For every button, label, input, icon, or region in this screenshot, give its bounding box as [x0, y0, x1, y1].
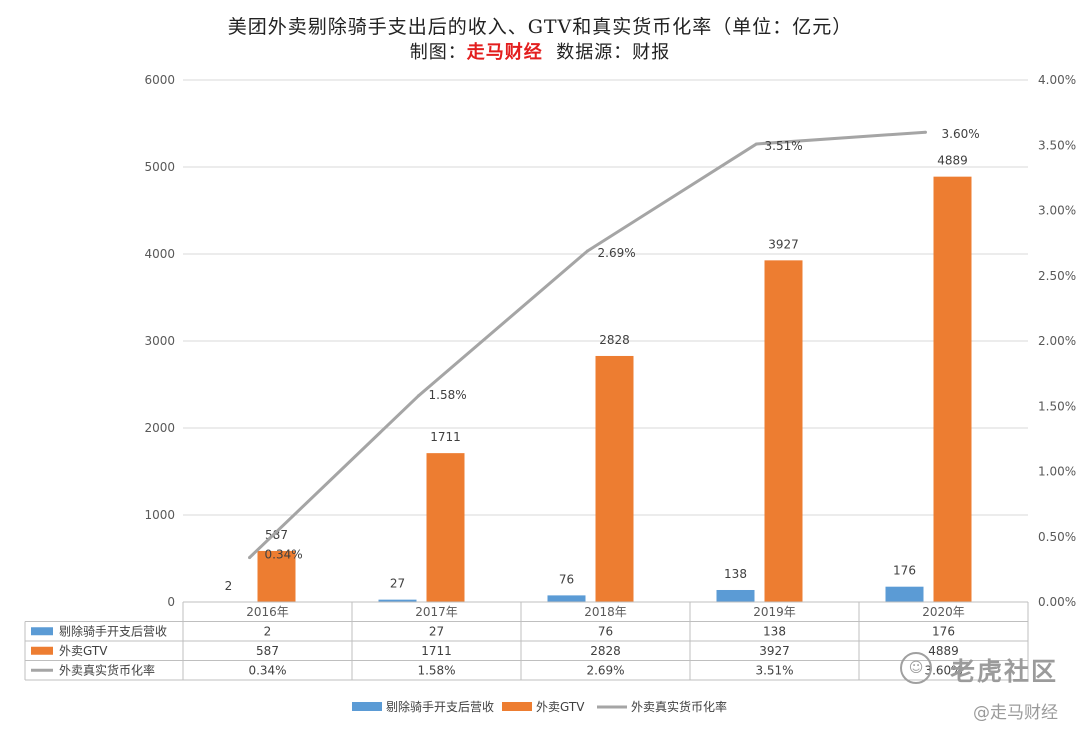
table-cell: 0.34% — [248, 663, 286, 677]
watermark-brand: @走马财经 — [973, 703, 1058, 723]
bar-gtv — [426, 453, 465, 602]
line-rate-label: 3.51% — [765, 139, 803, 153]
bar-gtv-label: 4889 — [937, 154, 968, 168]
x-tick-label: 2017年 — [415, 605, 458, 619]
bar-revenue — [547, 595, 586, 602]
bar-gtv-label: 3927 — [768, 237, 799, 251]
table-cell: 2.69% — [586, 663, 624, 677]
line-rate — [248, 130, 926, 559]
watermark-community: 老虎社区 — [949, 657, 1058, 686]
table-cell: 27 — [429, 624, 444, 638]
x-tick-label: 2016年 — [246, 605, 289, 619]
bar-revenue — [716, 589, 755, 602]
table-series-name: 剔除骑手开支后营收 — [59, 623, 167, 638]
table-cell: 2828 — [590, 644, 621, 658]
bar-gtv-label: 1711 — [430, 430, 461, 444]
x-tick-label: 2019年 — [753, 605, 796, 619]
y-right-tick-label: 2.00% — [1038, 334, 1076, 348]
table-legend-key — [31, 627, 53, 636]
y-right-tick-label: 1.50% — [1038, 399, 1076, 413]
table-cell: 76 — [598, 624, 613, 638]
y-right-tick-label: 4.00% — [1038, 73, 1076, 87]
table-cell: 138 — [763, 624, 786, 638]
table-series-name: 外卖GTV — [59, 644, 108, 658]
line-rate-point — [417, 394, 420, 398]
table-legend-key — [31, 646, 53, 655]
legend-key — [352, 702, 382, 711]
legend-label: 剔除骑手开支后营收 — [386, 699, 494, 714]
legend-key — [502, 702, 532, 711]
y-right-tick-label: 3.50% — [1038, 138, 1076, 152]
line-rate-point — [248, 556, 251, 560]
table-cell: 176 — [932, 624, 955, 638]
table-cell: 4889 — [928, 644, 959, 658]
subtitle-source: 数据源：财报 — [542, 42, 671, 63]
x-tick-label: 2020年 — [922, 605, 965, 619]
x-tick-label: 2018年 — [584, 605, 627, 619]
bar-gtv — [257, 550, 296, 602]
y-right-tick-label: 3.00% — [1038, 204, 1076, 218]
y-left-tick-label: 5000 — [144, 160, 175, 174]
subtitle-prefix: 制图： — [409, 42, 467, 63]
table-cell: 3927 — [759, 644, 790, 658]
table-cell: 587 — [256, 644, 279, 658]
line-rate-label: 3.60% — [942, 127, 980, 141]
table-cell: 1711 — [421, 644, 452, 658]
chart-subtitle: 制图：走马财经 数据源：财报 — [0, 38, 1080, 64]
bar-revenue-label: 176 — [893, 564, 916, 578]
legend-label: 外卖真实货币化率 — [631, 699, 727, 714]
bar-revenue-label: 27 — [390, 577, 405, 591]
y-right-tick-label: 0.50% — [1038, 530, 1076, 544]
bar-revenue-label: 2 — [225, 579, 233, 593]
chart-title: 美团外卖剔除骑手支出后的收入、GTV和真实货币化率（单位：亿元） — [227, 16, 853, 38]
bar-revenue — [378, 599, 417, 602]
bar-gtv — [595, 355, 634, 602]
legend-label: 外卖GTV — [536, 700, 585, 714]
line-rate-label: 2.69% — [598, 246, 636, 260]
bar-revenue — [885, 586, 924, 602]
table-cell: 3.60% — [924, 663, 962, 677]
y-left-tick-label: 1000 — [144, 508, 175, 522]
y-left-tick-label: 6000 — [144, 73, 175, 87]
bar-revenue-label: 76 — [559, 572, 574, 586]
y-right-tick-label: 2.50% — [1038, 269, 1076, 283]
y-left-tick-label: 0 — [167, 595, 175, 609]
line-rate-label: 1.58% — [429, 388, 467, 402]
y-left-tick-label: 4000 — [144, 247, 175, 261]
bar-gtv — [933, 176, 972, 603]
line-rate-point — [924, 130, 927, 134]
line-rate-point — [755, 142, 758, 146]
tiger-logo-icon: ☺ — [900, 652, 932, 684]
line-rate-label: 0.34% — [265, 548, 303, 562]
table-series-name: 外卖真实货币化率 — [59, 662, 155, 677]
y-left-tick-label: 3000 — [144, 334, 175, 348]
line-rate-point — [586, 249, 589, 253]
y-right-tick-label: 1.00% — [1038, 465, 1076, 479]
bar-gtv-label: 2828 — [599, 333, 630, 347]
subtitle-brand: 走马财经 — [466, 42, 543, 63]
y-right-tick-label: 0.00% — [1038, 595, 1076, 609]
bar-revenue-label: 138 — [724, 567, 747, 581]
table-cell: 1.58% — [417, 663, 455, 677]
table-cell: 2 — [264, 624, 272, 638]
bar-gtv — [764, 260, 803, 602]
table-cell: 3.51% — [755, 663, 793, 677]
y-left-tick-label: 2000 — [144, 421, 175, 435]
